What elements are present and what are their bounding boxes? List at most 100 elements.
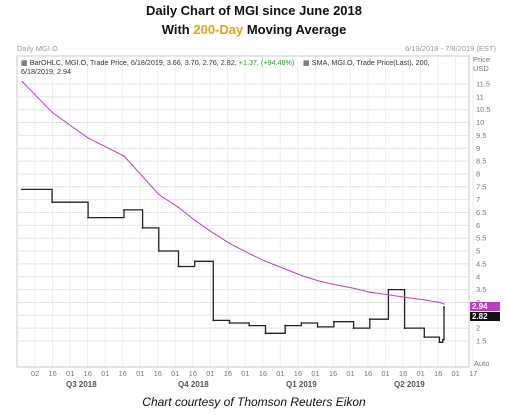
time-tick-label: 01 (206, 369, 214, 378)
ohlc-price-point (423, 336, 426, 339)
price-badge-bg (470, 312, 500, 321)
sma-200-point (369, 291, 371, 293)
ohlc-price-point (248, 324, 251, 327)
sma-200-point (177, 206, 180, 208)
subtitle-accent: 200-Day (193, 22, 244, 37)
ohlc-price-point (368, 318, 371, 321)
plot-area (16, 55, 470, 368)
sma-200-point (51, 111, 53, 113)
price-tick-label: 4.5 (476, 259, 486, 268)
ohlc-price-point (157, 250, 160, 252)
ma-series (21, 80, 445, 305)
price-tick-label: 9 (476, 144, 480, 153)
sma-200-point (212, 232, 214, 234)
ohlc-price-point (352, 327, 355, 330)
price-tick-label: 10 (476, 118, 484, 127)
chart-caption: Chart courtesy of Thomson Reuters Eikon (142, 395, 366, 409)
ma-badge-value: 2.94 (472, 302, 488, 311)
ohlc-legend-change: +1.37, (+94.48%) (238, 58, 295, 67)
ohlc-price-point (21, 188, 23, 191)
ohlc-price-point (387, 288, 390, 291)
sma-200-point (87, 137, 89, 139)
ohlc-price-point (141, 227, 144, 229)
sma-200-point (228, 242, 231, 244)
sma-200-point (264, 260, 267, 262)
sma-200-point (317, 280, 319, 282)
time-tick-label: 01 (311, 369, 319, 378)
time-tick-label: 16 (154, 369, 162, 378)
ohlc-price-point (123, 209, 125, 211)
sma-200-point (158, 193, 160, 196)
sma-legend-text: SMA, MGI.O, Trade Price(Last), 200, (311, 58, 430, 67)
ohlc-price-point (284, 324, 287, 327)
price-tick-label: 6.5 (476, 208, 486, 217)
sma-200-point (123, 155, 125, 157)
auto-scale-label[interactable]: Auto (474, 359, 489, 368)
ohlc-price-point (443, 306, 445, 308)
price-tick-label: 9.5 (476, 131, 486, 140)
time-tick-label: 16 (189, 369, 197, 378)
price-tick-label: 5 (476, 247, 480, 256)
grid (17, 56, 474, 367)
price-legend: ▦ BarOHLC, MGI.O, Trade Price, 6/18/2019… (21, 58, 294, 67)
sma-200-point (438, 301, 440, 304)
ohlc-price-point (438, 341, 441, 344)
sma-200-point (387, 294, 389, 296)
time-tick-label: 01 (346, 369, 354, 378)
price-axis-title: Price (473, 55, 490, 64)
price-tick-label: 11.5 (476, 80, 490, 89)
price-tick-label: 4 (476, 272, 480, 281)
sma-200-line (21, 81, 445, 305)
ohlc-price-point (441, 338, 444, 341)
time-tick-label: 16 (119, 369, 127, 378)
sma-legend-icon: ▦ (303, 58, 310, 67)
time-tick-label: 16 (399, 369, 407, 378)
ohlc-price-point (177, 265, 180, 268)
ohlc-price-point (87, 216, 89, 219)
ohlc-price-point (316, 325, 319, 328)
chart-subtitle: With 200-Day Moving Average (0, 22, 508, 37)
time-tick-label: 16 (84, 369, 92, 378)
price-tick-label: 7 (476, 195, 480, 204)
price-tick-label: 5.5 (476, 234, 486, 243)
quarter-label: Q2 2019 (394, 380, 425, 389)
time-tick-label: 01 (241, 369, 249, 378)
ohlc-price-point (212, 319, 215, 322)
price-badge-value: 2.82 (472, 312, 488, 321)
sma-200-point (284, 268, 286, 270)
time-tick-label: 01 (171, 369, 179, 378)
price-tick-label: 8.5 (476, 157, 486, 166)
subtitle-post: Moving Average (243, 22, 347, 37)
ohlc-price-point (264, 332, 267, 335)
price-tick-label: 8 (476, 169, 480, 178)
sma-200-point (21, 80, 23, 83)
time-tick-label: 16 (294, 369, 302, 378)
time-tick-label: 01 (381, 369, 389, 378)
time-tick-label: 17 (469, 369, 477, 378)
time-tick-label: 16 (49, 369, 57, 378)
ohlc-legend-text: BarOHLC, MGI.O, Trade Price, 6/18/2019, … (29, 58, 237, 67)
chart-header-range: 6/19/2018 - 7/8/2019 (EST) (405, 44, 496, 53)
time-tick-label: 01 (416, 369, 424, 378)
time-tick-label: 16 (224, 369, 232, 378)
time-tick-label: 16 (259, 369, 267, 378)
ohlc-price-line (22, 188, 445, 343)
sma-200-point (352, 287, 355, 289)
price-tick-label: 1.5 (476, 337, 486, 346)
quarter-label: Q1 2019 (286, 380, 317, 389)
subtitle-pre: With (161, 22, 194, 37)
ohlc-price-point (228, 322, 231, 324)
price-tick-label: 2 (476, 324, 480, 333)
sma-200-point (403, 296, 406, 298)
time-tick-label: 02 (31, 369, 39, 378)
last-value-badges: 2.94 2.82 (470, 302, 500, 321)
time-tick-label: 01 (136, 369, 144, 378)
quarter-label: Q4 2018 (178, 380, 209, 389)
time-tick-label: 16 (364, 369, 372, 378)
sma-200-point (443, 303, 445, 305)
sma-200-point (333, 283, 335, 286)
ohlc-price-point (300, 322, 303, 324)
ma-badge-bg (470, 302, 500, 311)
sma-200-point (442, 302, 444, 305)
